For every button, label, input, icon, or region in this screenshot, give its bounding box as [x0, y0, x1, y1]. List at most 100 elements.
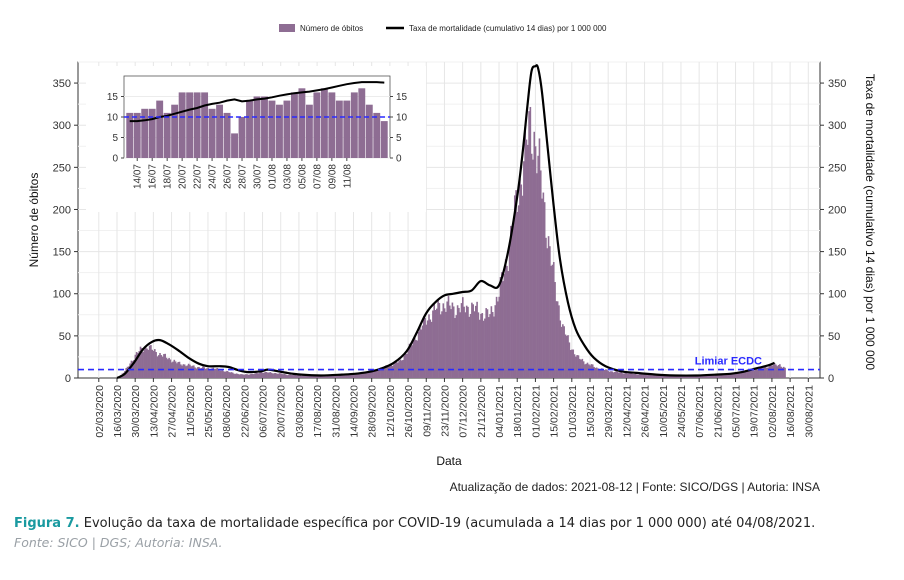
death-bar [575, 356, 577, 378]
death-bar [532, 159, 534, 378]
y-tick-label-right: 350 [828, 78, 846, 90]
death-bar [729, 373, 732, 378]
death-bar [777, 364, 780, 378]
inset-bar [268, 100, 276, 158]
death-bar [352, 374, 355, 378]
death-bar [217, 368, 220, 378]
x-tick-label: 21/12/2020 [476, 385, 488, 438]
death-bar [294, 374, 296, 378]
death-bar [467, 306, 469, 378]
death-bar [485, 308, 487, 378]
death-bar [350, 374, 352, 378]
death-bar [429, 319, 432, 378]
legend-label-deaths: Número de óbitos [300, 24, 363, 33]
death-bar [576, 355, 578, 378]
death-bar [497, 301, 499, 378]
death-bar [287, 374, 290, 378]
death-bar [138, 350, 141, 378]
death-bar [209, 369, 212, 378]
death-bar [638, 374, 641, 378]
death-bar [772, 364, 775, 378]
death-bar [450, 309, 452, 378]
death-bar [296, 375, 299, 378]
death-bar [148, 345, 151, 378]
death-bar [139, 346, 142, 378]
death-bar [165, 357, 168, 378]
death-bar [182, 364, 185, 378]
death-bar [664, 375, 667, 378]
death-bar [495, 296, 498, 378]
death-bar [333, 375, 335, 378]
death-bar [490, 306, 493, 378]
death-bar [239, 374, 242, 378]
death-bar [412, 340, 415, 378]
death-bar [317, 375, 320, 378]
death-bar [525, 139, 528, 378]
death-bar [740, 371, 742, 378]
death-bar [195, 368, 198, 378]
death-bar [588, 364, 590, 378]
death-bar [261, 372, 264, 378]
death-bar [685, 376, 688, 378]
death-bar [741, 371, 743, 378]
death-bar [251, 373, 254, 378]
death-bar [291, 375, 294, 378]
death-bar [521, 195, 524, 378]
death-bar [343, 374, 346, 378]
x-tick-label: 01/02/2021 [530, 385, 542, 438]
death-bar [252, 374, 255, 378]
death-bar [137, 353, 139, 378]
death-bar [516, 211, 519, 378]
death-bar [621, 373, 624, 378]
death-bar [194, 367, 196, 378]
inset-bar [201, 92, 209, 158]
death-bar [595, 367, 598, 378]
death-bar [611, 371, 614, 378]
death-bar [524, 126, 526, 379]
death-bar [442, 303, 445, 378]
death-bar [433, 304, 436, 378]
death-bar [517, 205, 520, 378]
death-bar [341, 374, 343, 378]
x-tick-label: 13/04/2020 [148, 385, 160, 438]
death-bar [754, 368, 756, 378]
y-tick-label-right: 200 [828, 204, 846, 216]
inset-bar [328, 92, 336, 158]
death-bar [250, 373, 252, 378]
death-bar [267, 372, 269, 378]
death-bar [208, 369, 211, 378]
death-bar [742, 372, 745, 378]
death-bar [451, 302, 454, 378]
death-bar [755, 368, 758, 378]
x-tick-label: 06/07/2020 [258, 385, 270, 438]
death-bar [204, 368, 207, 378]
death-bar [134, 354, 137, 378]
x-tick-label: 02/08/2021 [767, 385, 779, 438]
death-bar [642, 374, 645, 378]
death-bar [746, 370, 749, 378]
death-bar [151, 349, 154, 378]
death-bar [384, 366, 386, 378]
death-bar [309, 376, 312, 378]
death-bar [346, 374, 348, 378]
death-bar [619, 372, 621, 378]
inset-x-tick-label: 24/07 [208, 164, 219, 189]
death-bar [326, 375, 329, 378]
figure-source: Fonte: SICO | DGS; Autoria: INSA. [14, 535, 223, 550]
inset-y-tick-label-left: 15 [107, 92, 119, 103]
death-bar [391, 365, 394, 378]
inset-x-tick-label: 03/08 [282, 164, 293, 189]
death-bar [480, 313, 482, 378]
death-bar [207, 367, 209, 378]
inset-bar [231, 133, 238, 158]
death-bar [233, 373, 235, 378]
x-tick-label: 30/03/2020 [130, 385, 142, 438]
death-bar [183, 364, 186, 378]
death-bar [577, 355, 580, 378]
death-bar [200, 367, 203, 378]
x-tick-label: 24/05/2021 [676, 385, 688, 438]
death-bar [459, 312, 461, 378]
death-bar [625, 373, 628, 378]
death-bar [168, 357, 170, 378]
